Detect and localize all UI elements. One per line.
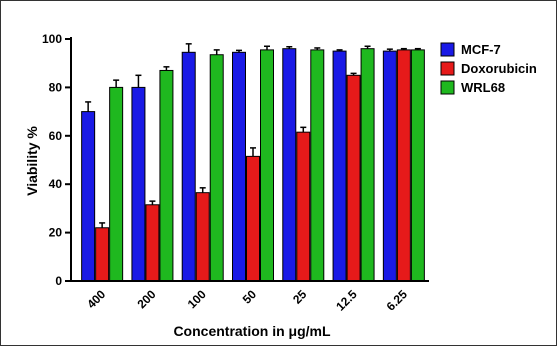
legend: MCF-7 Doxorubicin WRL68 <box>440 42 537 95</box>
bar-mcf-7 <box>81 111 96 282</box>
bar-mcf-7 <box>131 86 146 282</box>
x-tick-label: 100 <box>185 287 209 311</box>
legend-swatch <box>440 80 455 95</box>
y-tick-label: 60 <box>49 129 63 143</box>
bar-wrl68 <box>360 48 375 282</box>
bar-doxorubicin <box>246 155 260 282</box>
bar-wrl68 <box>310 49 325 282</box>
legend-swatch <box>440 42 455 57</box>
y-tick-label: 20 <box>49 226 63 240</box>
bar-mcf-7 <box>232 51 246 282</box>
bar-mcf-7 <box>382 50 397 282</box>
bar-doxorubicin <box>296 131 311 282</box>
legend-label: WRL68 <box>461 80 505 95</box>
x-tick-label: 6.25 <box>384 287 411 314</box>
bar-doxorubicin <box>95 227 110 282</box>
y-ticks: 0 20 40 60 80 100 <box>42 32 71 288</box>
y-tick-label: 80 <box>49 80 63 94</box>
legend-swatch <box>440 61 455 76</box>
x-ticks: 400 200 100 50 25 12.5 6.25 <box>84 287 410 314</box>
y-tick-label: 0 <box>55 274 62 288</box>
x-tick-label: 200 <box>134 287 158 311</box>
bar-mcf-7 <box>282 48 297 282</box>
bar-mcf-7 <box>181 51 196 282</box>
bar-doxorubicin <box>145 204 160 282</box>
x-axis-title: Concentration in μg/mL <box>173 323 331 339</box>
bar-doxorubicin <box>346 74 361 282</box>
y-tick-label: 40 <box>49 177 63 191</box>
bars-layer <box>81 43 425 282</box>
bar-wrl68 <box>109 86 124 282</box>
bar-doxorubicin <box>195 192 210 282</box>
y-tick-label: 100 <box>42 32 62 46</box>
legend-label: Doxorubicin <box>461 61 537 76</box>
bar-doxorubicin <box>396 49 411 282</box>
legend-label: MCF-7 <box>461 42 501 57</box>
x-tick-label: 25 <box>290 287 310 307</box>
bar-wrl68 <box>410 49 425 282</box>
axes-layer <box>70 37 429 282</box>
x-tick-label: 400 <box>84 287 108 311</box>
x-tick-label: 50 <box>240 287 260 307</box>
bar-wrl68 <box>159 69 174 282</box>
bar-wrl68 <box>209 54 224 282</box>
bar-mcf-7 <box>332 50 347 282</box>
x-tick-label: 12.5 <box>333 287 360 314</box>
y-axis-title: Viability % <box>24 126 40 196</box>
bar-wrl68 <box>260 49 274 282</box>
